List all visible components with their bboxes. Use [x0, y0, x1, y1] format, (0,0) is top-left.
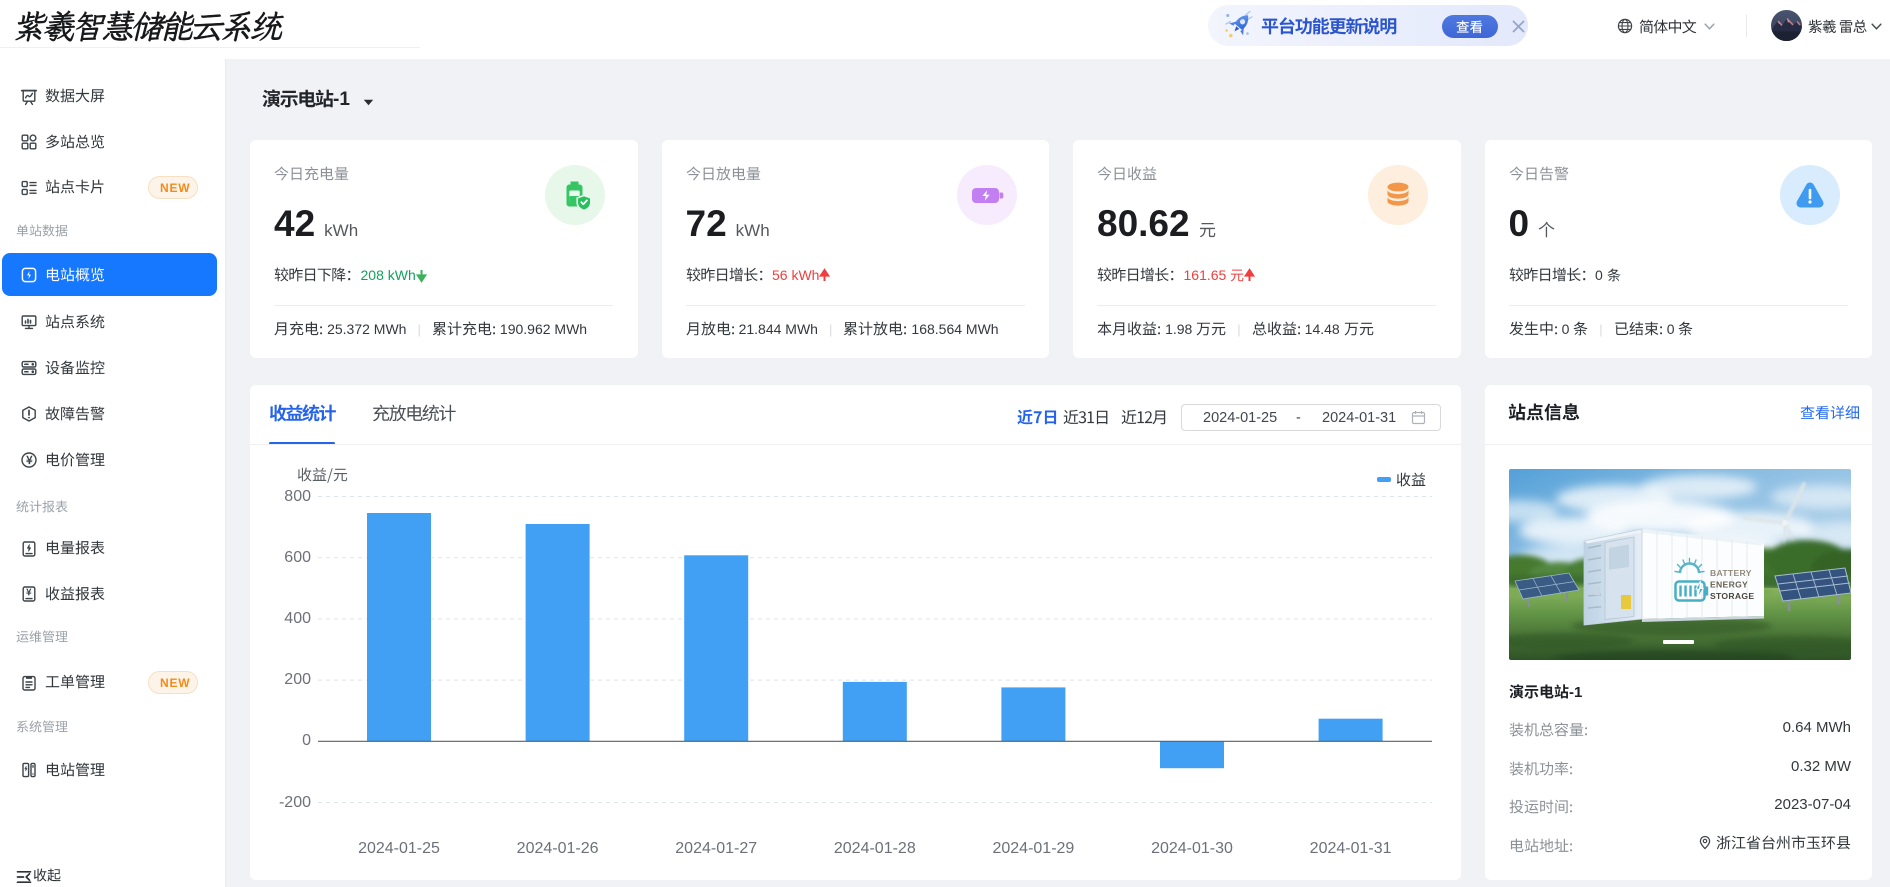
- svg-text:BATTERY: BATTERY: [1710, 568, 1752, 578]
- svg-text:ENERGY: ENERGY: [1710, 580, 1748, 590]
- svg-text:STORAGE: STORAGE: [1710, 591, 1754, 601]
